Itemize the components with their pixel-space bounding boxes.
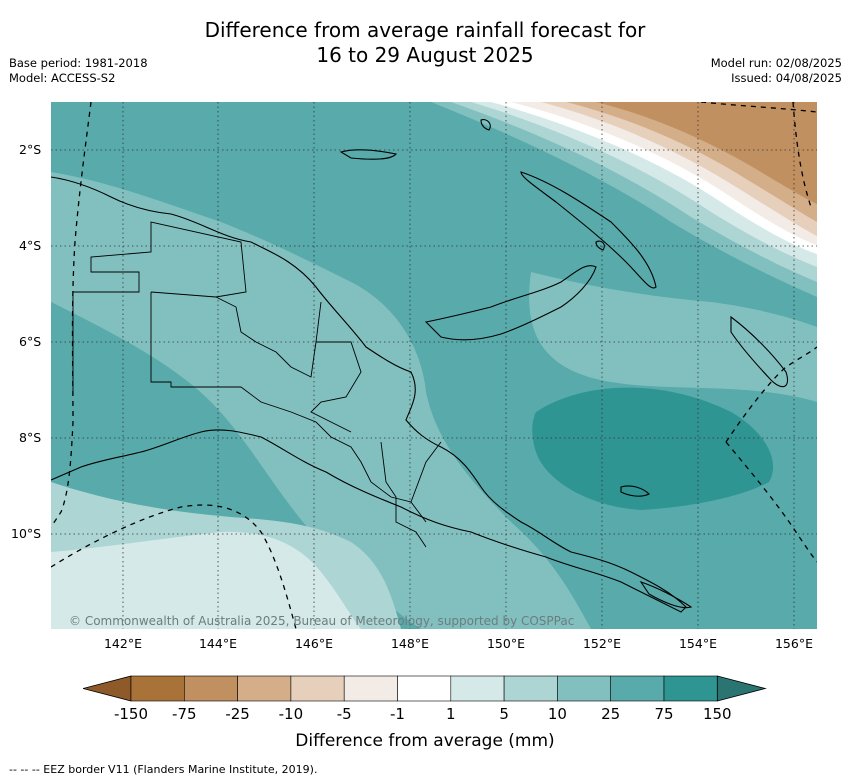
lon-label-150e: 150°E <box>486 636 525 651</box>
title-line-1: Difference from average rainfall forecas… <box>204 18 646 42</box>
base-period: Base period: 1981-2018 <box>9 56 148 70</box>
colorbar-bin <box>557 675 611 702</box>
colorbar-tick-label: -1 <box>390 705 405 723</box>
lat-label-4s: 4°S <box>19 238 42 253</box>
rainfall-map <box>51 102 817 629</box>
issued-date: Issued: 04/08/2025 <box>731 71 842 85</box>
new-ireland <box>520 171 657 289</box>
shade-75-150 <box>532 387 774 510</box>
colorbar-bin <box>450 675 505 702</box>
bougainville <box>730 315 789 388</box>
bismarck-isle-1 <box>480 119 491 131</box>
colorbar-tick-label: 75 <box>654 705 674 723</box>
lat-label-6s: 6°S <box>19 334 42 349</box>
colorbar-bin <box>237 675 292 702</box>
colorbar-bin <box>343 675 398 702</box>
colorbar-arrow-high <box>716 675 767 702</box>
colorbar-tick-label: 10 <box>547 705 567 723</box>
lon-label-152e: 152°E <box>582 636 621 651</box>
lon-label-146e: 146°E <box>294 636 333 651</box>
provincial-borders <box>72 221 442 548</box>
title-line-2: 16 to 29 August 2025 <box>316 43 534 67</box>
colorbar-bin <box>184 675 238 702</box>
shade-10-25-east <box>529 272 817 402</box>
lon-label-144e: 144°E <box>198 636 237 651</box>
lat-label-8s: 8°S <box>19 430 42 445</box>
shade-minus75-ne <box>596 102 817 204</box>
colorbar-tick-label: 150 <box>702 705 732 723</box>
new-guinea-mainland <box>51 176 687 613</box>
lat-label-2s: 2°S <box>19 142 42 157</box>
model-name: Model: ACCESS-S2 <box>9 71 116 85</box>
lon-label-148e: 148°E <box>390 636 429 651</box>
colorbar-title: Difference from average (mm) <box>295 731 555 751</box>
copyright-notice: © Commonwealth of Australia 2025, Bureau… <box>69 614 575 628</box>
run-info: Model run: 02/08/2025 Issued: 04/08/2025 <box>711 56 842 86</box>
colorbar-tick-label: -25 <box>225 705 250 723</box>
colorbar-tick-label: -10 <box>278 705 304 723</box>
eez-borders <box>51 102 817 629</box>
eez-legend-note: -- -- -- EEZ border V11 (Flanders Marine… <box>9 763 318 776</box>
new-britain <box>424 265 597 341</box>
colorbar-bin <box>290 675 345 702</box>
colorbar-tick-label: -75 <box>172 705 197 723</box>
colorbar-bin <box>397 675 452 702</box>
colorbar-bin <box>503 675 558 702</box>
coastlines <box>51 119 789 613</box>
lon-label-154e: 154°E <box>678 636 717 651</box>
colorbar-arrow-low <box>83 675 132 702</box>
colorbar-tick-label: 25 <box>601 705 621 723</box>
louisiade <box>639 580 693 609</box>
colorbar-bin <box>130 675 185 702</box>
colorbar-bin <box>663 675 718 702</box>
lon-label-142e: 142°E <box>103 636 142 651</box>
colorbar-tick-label: 5 <box>499 705 509 723</box>
bismarck-isle-2 <box>595 240 605 251</box>
colorbar-tick-label: -150 <box>113 705 149 723</box>
colorbar-bin <box>610 675 665 702</box>
fergusson-islands <box>620 485 650 497</box>
lat-label-10s: 10°S <box>11 526 42 541</box>
shade-10-25-central <box>51 172 591 629</box>
lon-label-156e: 156°E <box>774 636 813 651</box>
model-info: Base period: 1981-2018 Model: ACCESS-S2 <box>9 56 148 86</box>
graticule <box>51 102 817 629</box>
shade-1-5-south <box>51 531 361 629</box>
colorbar <box>83 675 767 702</box>
colorbar-tick-label: 1 <box>446 705 456 723</box>
map-title: Difference from average rainfall forecas… <box>0 18 850 68</box>
model-run-date: Model run: 02/08/2025 <box>710 56 842 70</box>
colorbar-tick-label: -5 <box>336 705 352 723</box>
manus-island <box>339 149 398 160</box>
